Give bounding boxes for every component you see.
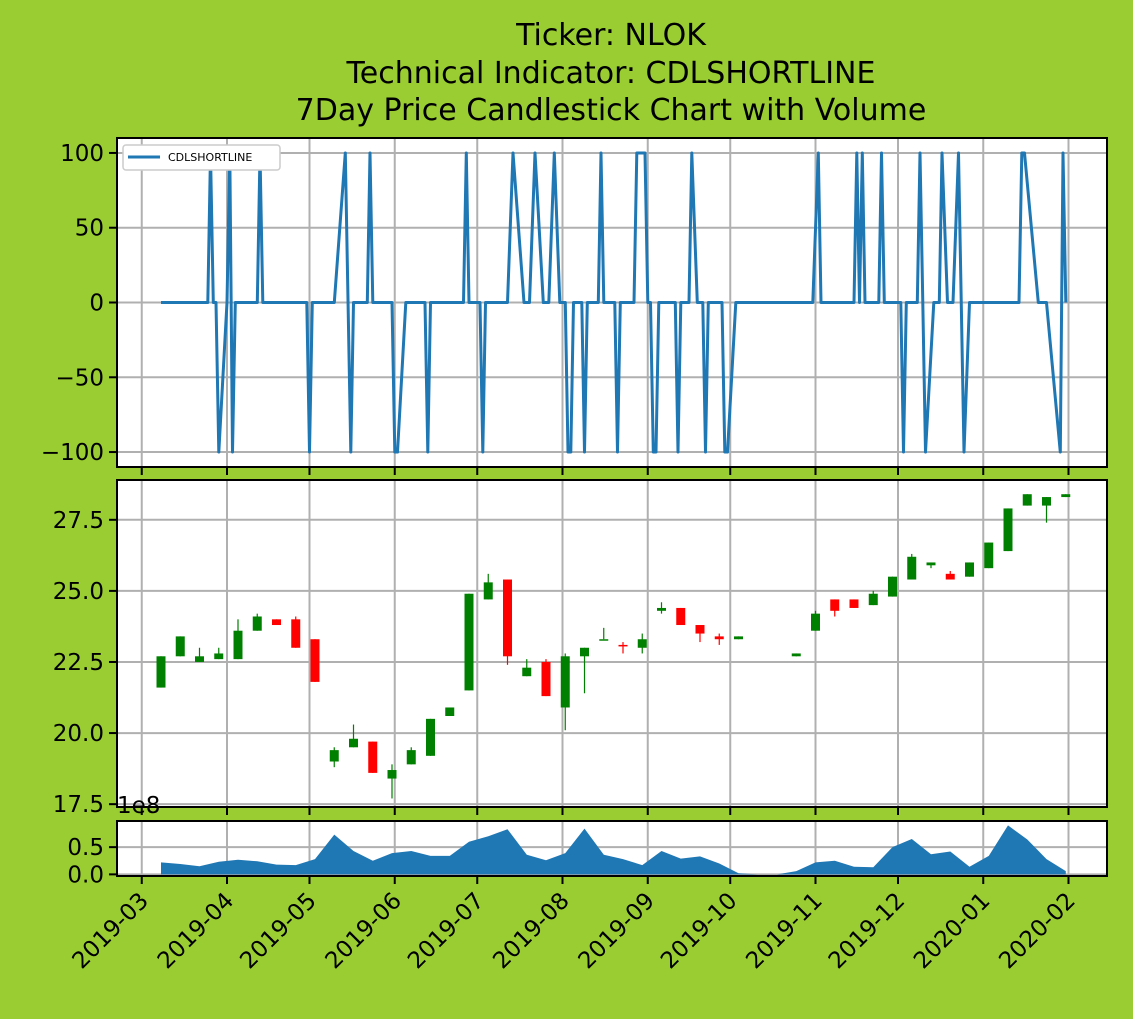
- candle-body: [349, 739, 358, 748]
- candle-body: [657, 608, 666, 611]
- candle-body: [214, 653, 223, 659]
- volume-y-ticks: 0.50.0: [67, 835, 117, 888]
- candle-body: [946, 574, 955, 580]
- candle-body: [984, 543, 993, 569]
- candle-body: [388, 770, 397, 779]
- indicator-y-ticks: 100 50 0 −50 −100: [41, 141, 117, 466]
- candle-body: [407, 750, 416, 764]
- x-tick-label: 2019-10: [656, 888, 742, 974]
- x-tick-label: 2019-04: [153, 888, 239, 974]
- indicator-panel: 100 50 0 −50 −100 CDLSHORTLINE: [41, 138, 1107, 475]
- candle-body: [927, 562, 936, 565]
- y-tick-label: 0.5: [67, 835, 104, 861]
- candle-body: [1004, 508, 1013, 551]
- y-tick-label: 50: [75, 216, 104, 242]
- candle-body: [965, 562, 974, 576]
- candle-body: [580, 648, 589, 657]
- candle-body: [869, 594, 878, 605]
- chart-title-line-3: 7Day Price Candlestick Chart with Volume: [296, 93, 927, 128]
- x-tick-label: 2019-09: [574, 888, 660, 974]
- candle-body: [1042, 497, 1051, 506]
- candle-body: [792, 653, 801, 656]
- candle-body: [311, 639, 320, 682]
- candle-body: [888, 577, 897, 597]
- candle-body: [522, 668, 531, 677]
- candle-body: [195, 656, 204, 662]
- x-tick-label: 2019-12: [824, 888, 910, 974]
- x-tick-label: 2019-07: [403, 888, 489, 974]
- y-tick-label: 0: [89, 291, 104, 317]
- candle-body: [850, 599, 859, 608]
- candle-body: [503, 580, 512, 657]
- candle-body: [330, 750, 339, 761]
- price-y-ticks: 27.5 25.0 22.5 20.0 17.5: [53, 508, 117, 818]
- price-panel: 27.5 25.0 22.5 20.0 17.5: [53, 480, 1107, 818]
- candle-body: [676, 608, 685, 625]
- candle-body: [368, 742, 377, 773]
- y-tick-label: 27.5: [53, 508, 104, 534]
- candle-body: [811, 614, 820, 631]
- candle-body: [426, 719, 435, 756]
- candle-body: [734, 636, 743, 639]
- candle-body: [1023, 494, 1032, 505]
- candle-body: [1061, 494, 1070, 497]
- price-axes-frame: [117, 480, 1107, 807]
- candle-body: [561, 656, 570, 707]
- candle-body: [465, 594, 474, 691]
- candle-body: [542, 662, 551, 696]
- chart-title-line-2: Technical Indicator: CDLSHORTLINE: [346, 56, 876, 91]
- candle-body: [830, 599, 839, 610]
- candle-body: [176, 636, 185, 656]
- y-tick-label: −50: [55, 365, 104, 391]
- volume-x-ticks: 2019-032019-042019-052019-062019-072019-…: [68, 876, 1081, 974]
- candle-body: [234, 631, 243, 659]
- y-tick-label: 22.5: [53, 650, 104, 676]
- candle-body: [907, 557, 916, 580]
- x-tick-label: 2019-05: [235, 888, 321, 974]
- chart-title-line-1: Ticker: NLOK: [515, 18, 707, 53]
- x-tick-label: 2019-08: [488, 888, 574, 974]
- candle-body: [619, 645, 628, 647]
- candle-body: [445, 707, 454, 716]
- candle-body: [253, 616, 262, 630]
- volume-panel: 1e8 0.50.0 2019-032019-042019-052019-062…: [67, 793, 1107, 974]
- x-tick-label: 2019-11: [741, 888, 827, 974]
- y-tick-label: 20.0: [53, 721, 104, 747]
- y-tick-label: 100: [60, 141, 104, 167]
- candle-body: [157, 656, 166, 687]
- x-tick-label: 2019-06: [321, 888, 407, 974]
- candle-body: [291, 619, 300, 647]
- y-tick-label: 17.5: [53, 792, 104, 818]
- y-tick-label: −100: [41, 440, 104, 466]
- x-tick-label: 2020-02: [994, 888, 1080, 974]
- candle-body: [638, 639, 647, 648]
- candle-body: [484, 582, 493, 599]
- price-x-tick-marks: [142, 807, 1069, 815]
- indicator-legend: CDLSHORTLINE: [123, 145, 280, 170]
- y-tick-label: 0.0: [67, 862, 104, 888]
- legend-label: CDLSHORTLINE: [168, 151, 252, 164]
- y-tick-label: 25.0: [53, 579, 104, 605]
- candle-body: [272, 619, 281, 625]
- volume-offset-label: 1e8: [117, 793, 160, 819]
- x-tick-label: 2019-03: [68, 888, 154, 974]
- x-tick-label: 2020-01: [909, 888, 995, 974]
- candle-body: [715, 636, 724, 639]
- indicator-x-tick-marks: [142, 467, 1069, 475]
- candle-body: [696, 625, 705, 634]
- candle-body: [599, 639, 608, 641]
